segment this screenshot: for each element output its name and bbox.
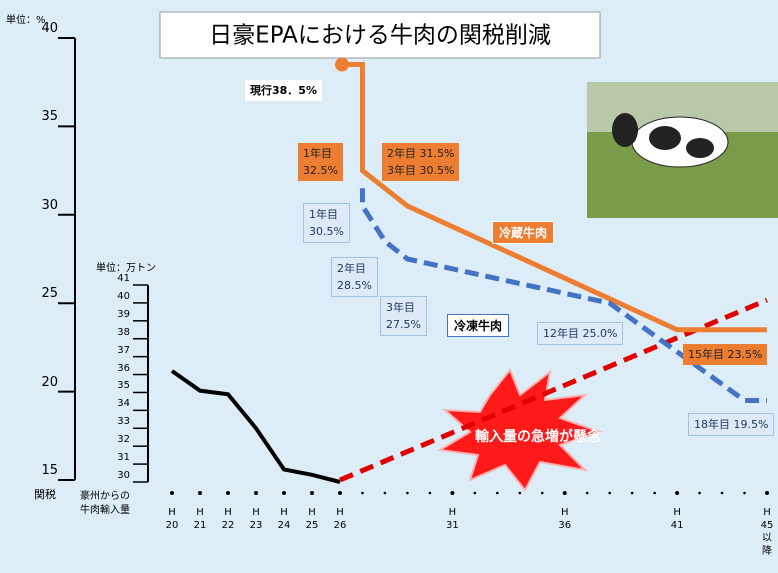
x-tick-label: H 26: [330, 506, 350, 532]
y-axis-label: 関税: [34, 488, 56, 502]
y2-tick-label: 35: [100, 379, 130, 393]
y2-tick-label: 34: [100, 397, 130, 411]
x-tick-label: H 25: [302, 506, 322, 532]
x-dot: [518, 492, 521, 495]
x-tick: [226, 491, 230, 495]
annotation: 3年目 27.5%: [380, 296, 427, 336]
x-tick: [310, 491, 314, 495]
y2-axis-label: 豪州からの 牛肉輸入量: [80, 490, 130, 518]
annotation: 15年目 23.5%: [683, 344, 767, 365]
x-tick: [254, 491, 258, 495]
y2-unit-label: 単位：万トン: [96, 262, 156, 276]
x-tick: [675, 491, 679, 495]
x-tick: [450, 491, 454, 495]
x-tick-label: H 24: [274, 506, 294, 532]
x-dot: [496, 492, 499, 495]
y-tick-label: 30: [18, 199, 58, 213]
x-dot: [541, 492, 544, 495]
x-tick-label: H 21: [190, 506, 210, 532]
annotation: 1年目 32.5%: [298, 143, 343, 181]
x-tick-label: H 22: [218, 506, 238, 532]
y2-tick-label: 32: [100, 433, 130, 447]
annotation: 2年目 31.5% 3年目 30.5%: [382, 143, 459, 181]
x-dot: [406, 492, 409, 495]
x-tick-label: H 45 以 降: [757, 506, 777, 558]
x-tick: [170, 491, 174, 495]
y-tick-label: 20: [18, 376, 58, 390]
annotation: 輸入量の急増が懸念: [475, 430, 601, 444]
x-tick: [563, 491, 567, 495]
annotation: 18年目 19.5%: [688, 413, 774, 436]
x-tick: [198, 491, 202, 495]
cow-spot: [686, 138, 714, 158]
y2-tick-label: 36: [100, 362, 130, 376]
cow-spot: [649, 126, 681, 150]
y2-tick-label: 39: [100, 308, 130, 322]
x-dot: [384, 492, 387, 495]
x-dot: [653, 492, 656, 495]
cow-head: [612, 113, 638, 147]
x-tick-label: H 41: [667, 506, 687, 532]
x-tick-label: H 31: [442, 506, 462, 532]
start-dot: [335, 58, 349, 72]
legend-label: 冷蔵牛肉: [492, 221, 554, 244]
annotation: 12年目 25.0%: [537, 322, 623, 345]
x-tick-label: H 20: [162, 506, 182, 532]
chart-title: 日豪EPAにおける牛肉の関税削減: [209, 23, 551, 49]
series-line: [172, 371, 340, 482]
annotation: 現行38．5%: [245, 80, 322, 101]
x-dot: [721, 492, 724, 495]
x-dot: [361, 492, 364, 495]
y-tick-label: 25: [18, 287, 58, 301]
annotation: 2年目 28.5%: [331, 257, 378, 297]
chart: 日豪EPAにおける牛肉の関税削減: [0, 0, 778, 573]
x-dot: [586, 492, 589, 495]
x-tick: [338, 491, 342, 495]
y2-tick-label: 30: [100, 469, 130, 483]
x-dot: [698, 492, 701, 495]
y2-tick-label: 38: [100, 326, 130, 340]
y2-tick-label: 40: [100, 290, 130, 304]
annotation: 1年目 30.5%: [303, 203, 350, 243]
x-dot: [474, 492, 477, 495]
series-line: [362, 188, 767, 400]
x-dot: [743, 492, 746, 495]
x-tick: [765, 491, 769, 495]
slide: 日豪EPAにおける牛肉の関税削減 15 20 25 30 35 40 30 31 32 33 34 3…: [0, 0, 778, 573]
legend-label: 冷凍牛肉: [447, 314, 509, 337]
y-tick-label: 15: [18, 464, 58, 478]
x-tick: [282, 491, 286, 495]
y-tick-label: 35: [18, 110, 58, 124]
y-unit-label: 単位：%: [6, 14, 46, 28]
x-dot: [429, 492, 432, 495]
x-dot: [631, 492, 634, 495]
x-tick-label: H 23: [246, 506, 266, 532]
y2-tick-label: 37: [100, 344, 130, 358]
y2-tick-label: 33: [100, 415, 130, 429]
y2-tick-label: 31: [100, 451, 130, 465]
x-tick-label: H 36: [555, 506, 575, 532]
x-dot: [608, 492, 611, 495]
